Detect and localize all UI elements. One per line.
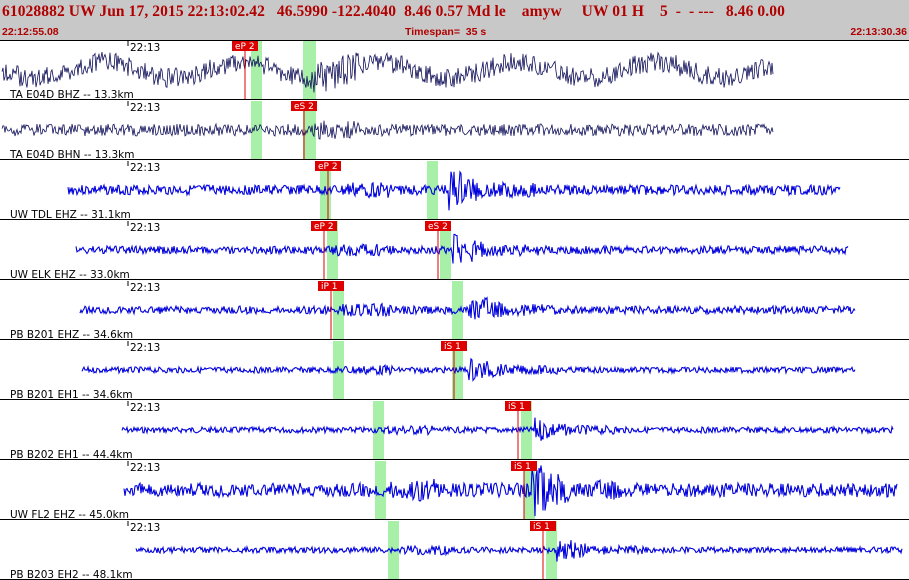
s-window-band	[427, 161, 438, 220]
trace-row: iS 1 22:13 PB B203 EH2 -- 48.1km	[0, 521, 909, 580]
pick-label: eP 2	[235, 42, 255, 52]
pick-flag	[530, 521, 556, 531]
waveform	[1, 51, 774, 93]
pick-flag	[511, 461, 537, 471]
pick-label: eS 2	[294, 102, 314, 112]
station-label: PB B203 EH2 -- 48.1km	[10, 569, 133, 580]
pick-label: iS 1	[444, 342, 461, 352]
station-label: TA E04D BHZ -- 13.3km	[9, 89, 134, 101]
trace-row: iS 1 22:13 PB B202 EH1 -- 44.4km	[0, 401, 909, 461]
pick-label: iP 1	[321, 282, 338, 292]
waveform	[81, 357, 856, 382]
pick-label: iS 1	[514, 462, 531, 472]
station-label: UW FL2 EHZ -- 45.0km	[10, 509, 129, 521]
pick-flag	[425, 221, 451, 231]
s-window-band	[303, 101, 316, 160]
p-window-band	[373, 401, 384, 460]
pick-label: iS 1	[508, 402, 525, 412]
pick-flag	[441, 341, 467, 351]
pick-label: eP 2	[318, 162, 338, 172]
time-tick-label: 22:13	[130, 42, 160, 54]
pick-flag	[315, 161, 341, 171]
trace-row: eS 2 22:13 TA E04D BHN -- 13.3km	[0, 101, 909, 161]
pick-flag	[311, 221, 337, 231]
trace-row: iP 1 22:13 PB B201 EHZ -- 34.6km	[0, 281, 909, 341]
event-summary: 61028882 UW Jun 17, 2015 22:13:02.42 46.…	[2, 3, 785, 20]
p-window-band	[251, 41, 262, 100]
waveform	[67, 170, 841, 211]
time-tick-label: 22:13	[130, 222, 160, 234]
station-label: UW TDL EHZ -- 31.1km	[10, 209, 131, 221]
s-window-band	[440, 221, 451, 280]
s-window-band	[524, 461, 535, 520]
pick-label: eS 2	[428, 222, 448, 232]
end-time: 22:13:30.36	[850, 26, 907, 38]
pick-flag	[232, 41, 258, 51]
station-label: TA E04D BHN -- 13.3km	[9, 149, 134, 161]
trace-row: iS 1 22:13 PB B201 EH1 -- 34.6km	[0, 341, 909, 401]
time-tick-label: 22:13	[130, 102, 160, 114]
trace-row: eP 2 22:13 TA E04D BHZ -- 13.3km	[0, 41, 909, 101]
time-tick-label: 22:13	[130, 462, 160, 474]
trace-row: eP 2 eS 2 22:13 UW ELK EHZ -- 33.0km	[0, 221, 909, 281]
s-window-band	[452, 341, 463, 400]
pick-flag	[318, 281, 344, 291]
start-time: 22:12:55.08	[2, 26, 59, 38]
time-tick-label: 22:13	[130, 282, 160, 294]
station-label: PB B202 EH1 -- 44.4km	[10, 449, 133, 461]
waveform	[121, 417, 894, 441]
waveform	[135, 540, 903, 562]
trace-row: iS 1 22:13 UW FL2 EHZ -- 45.0km	[0, 461, 909, 521]
p-window-band	[333, 341, 344, 400]
timespan-label: Timespan= 35 s	[405, 26, 487, 38]
pick-flag	[291, 101, 317, 111]
station-label: PB B201 EH1 -- 34.6km	[10, 389, 133, 401]
station-label: UW ELK EHZ -- 33.0km	[10, 269, 130, 281]
time-tick-label: 22:13	[130, 162, 160, 174]
s-window-band	[521, 401, 532, 460]
p-window-band	[375, 461, 386, 520]
event-header: 61028882 UW Jun 17, 2015 22:13:02.42 46.…	[0, 0, 909, 40]
trace-row: eP 2 22:13 UW TDL EHZ -- 31.1km	[0, 161, 909, 221]
pick-label: eP 2	[314, 222, 334, 232]
waveform	[1, 120, 774, 140]
waveform	[75, 233, 849, 264]
pick-label: iS 1	[533, 522, 550, 532]
time-tick-label: 22:13	[130, 522, 160, 534]
p-window-band	[251, 101, 262, 160]
pick-flag	[505, 401, 531, 411]
waveform	[79, 296, 856, 320]
station-label: PB B201 EHZ -- 34.6km	[10, 329, 133, 341]
time-tick-label: 22:13	[130, 342, 160, 354]
waveform	[123, 465, 898, 517]
time-tick-label: 22:13	[130, 402, 160, 414]
